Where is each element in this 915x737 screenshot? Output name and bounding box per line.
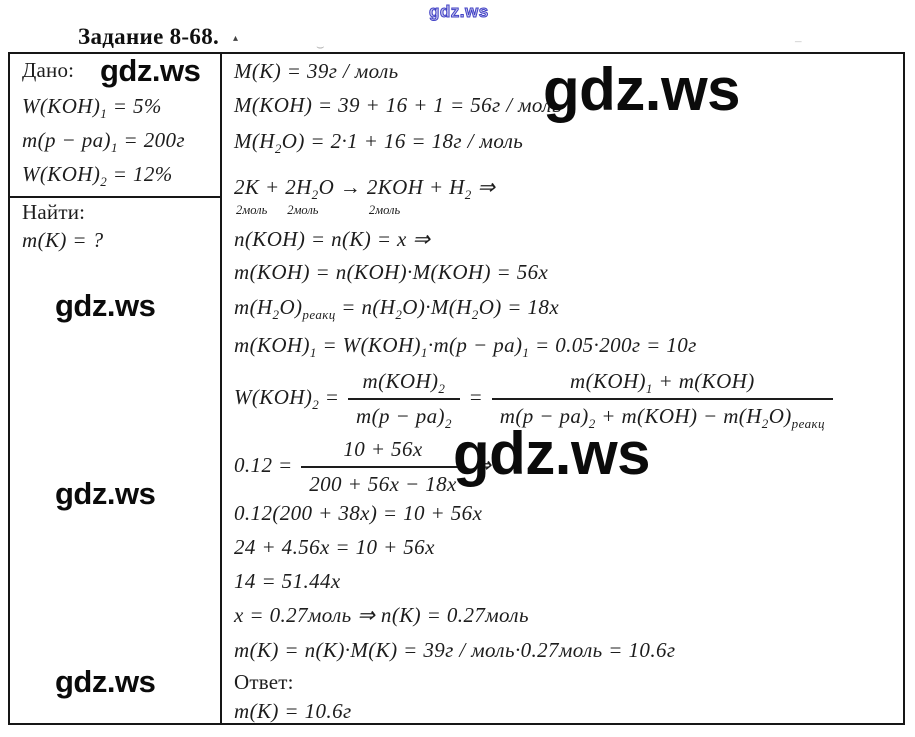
cropped-glyph: ⌣ [316,39,325,54]
watermark-gdz: gdz.ws [100,53,201,88]
page-title: Задание 8-68. [78,24,220,49]
given-line: W(KOH)2 = 12% [22,162,173,190]
cropped-glyph: ▴ [233,33,239,44]
answer-line: m(K) = 10.6г [234,699,352,723]
stoichiometry-term: 2KOH 2моль [366,175,424,217]
equation-line: m(H2O)реакц = n(H2O)·M(H2O) = 18x [234,295,560,323]
equation-line: 0.12 = 10 + 56x 200 + 56x − 18x ⇒ [234,436,492,498]
answer-label: Ответ: [234,670,294,694]
fraction: m(KOH)2 m(p − pa)2 [348,368,460,430]
equation-line: M(H2O) = 2·1 + 16 = 18г / моль [234,129,524,157]
fraction: m(KOH)1 + m(KOH) m(p − pa)2 + m(KOH) − m(… [491,368,833,430]
equation-line: m(K) = n(K)·M(K) = 39г / моль·0.27моль =… [234,638,676,662]
given-label: Дано: [22,58,75,82]
equation-line: n(KOH) = n(K) = x ⇒ [234,227,431,251]
left-column: Дано: W(KOH)1 = 5% m(p − pa)1 = 200г W(KOH)… [10,54,222,723]
equation-line: M(KOH) = 39 + 16 + 1 = 56г / моль [234,93,562,117]
find-label: Найти: [22,200,86,224]
watermark-gdz: gdz.ws [543,56,741,123]
equation-line: x = 0.27моль ⇒ n(K) = 0.27моль [234,603,529,627]
reaction-line: 2K 2моль + 2H2O 2моль → 2KOH 2моль + H2 ⇒ [234,175,496,217]
equation-line: M(K) = 39г / моль [234,59,399,83]
given-line: m(p − pa)1 = 200г [22,128,186,156]
equation-line: 14 = 51.44x [234,569,341,593]
watermark-gdz: gdz.ws [55,288,156,323]
find-line: m(K) = ? [22,228,104,252]
watermark-gdz: gdz.ws [55,664,156,699]
fraction: 10 + 56x 200 + 56x − 18x [301,436,465,498]
watermark-gdz: gdz.ws [453,420,651,487]
watermark-gdz: gdz.ws [55,476,156,511]
solution-box: Дано: W(KOH)1 = 5% m(p − pa)1 = 200г W(KOH)… [8,52,905,725]
stoichiometry-term: 2K 2моль [234,175,268,217]
equation-line: W(KOH)2 = m(KOH)2 m(p − pa)2 = m(KOH)1 + … [234,368,836,430]
cropped-glyph: – [795,33,802,48]
given-line: W(KOH)1 = 5% [22,94,162,122]
solution-column: M(K) = 39г / моль M(KOH) = 39 + 16 + 1 = … [222,54,903,723]
equation-line: 0.12(200 + 38x) = 10 + 56x [234,501,483,525]
site-watermark-top: gdz.ws [429,2,489,22]
equation-line: m(KOH)1 = W(KOH)1·m(p − pa)1 = 0.05·200г… [234,333,697,361]
equation-line: m(KOH) = n(KOH)·M(KOH) = 56x [234,260,549,284]
equation-line: 24 + 4.56x = 10 + 56x [234,535,435,559]
given-find-divider [10,196,220,198]
stoichiometry-term: 2H2O 2моль [285,175,335,217]
